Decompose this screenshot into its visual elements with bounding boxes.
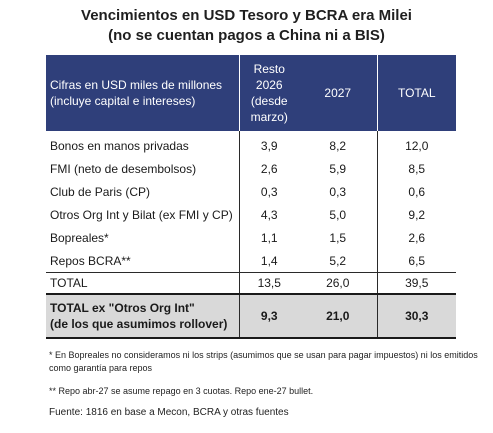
table-row: Bopreales* 1,1 1,5 2,6 (46, 226, 456, 249)
total-label: TOTAL (46, 272, 240, 294)
header-col1-line3: marzo) (250, 110, 288, 124)
row-label: Bonos en manos privadas (46, 131, 240, 157)
header-label-line2: (incluye capital e intereses) (50, 94, 196, 108)
row-value-resto: 0,3 (260, 184, 278, 199)
page-subtitle: (no se cuentan pagos a China ni a BIS) (108, 27, 385, 44)
row-label: Repos BCRA** (46, 249, 240, 273)
header-col1-line1: Resto 2026 (253, 62, 285, 92)
row-value-total: 0,6 (408, 184, 426, 199)
row-value-2027: 5,9 (299, 157, 378, 180)
footnote-repos: ** Repo abr-27 se asume repago en 3 cuot… (49, 386, 314, 396)
row-value-2027: 5,2 (299, 249, 378, 273)
row-value-resto: 1,4 (260, 253, 278, 268)
row-value-resto: 3,9 (260, 138, 278, 153)
table-row: FMI (neto de desembolsos) 2,6 5,9 8,5 (46, 157, 456, 180)
ex-org-label-line2: (de los que asumimos rollover) (50, 317, 228, 331)
ex-org-value-total: 30,3 (377, 293, 456, 339)
row-value-resto: 2,6 (260, 161, 278, 176)
total-value-2027: 26,0 (299, 272, 378, 294)
row-value-2027: 8,2 (299, 131, 378, 157)
total-value-resto: 13,5 (239, 272, 299, 294)
page-title: Vencimientos en USD Tesoro y BCRA era Mi… (81, 7, 412, 24)
header-col1-line2: (desde (250, 94, 288, 108)
row-value-total: 12,0 (405, 138, 429, 153)
header-label-line1: Cifras en USD miles de millones (50, 78, 223, 92)
row-value-resto: 1,1 (260, 230, 278, 245)
header-col-total: TOTAL (377, 55, 456, 131)
row-value-total: 2,6 (408, 230, 426, 245)
header-col-2027: 2027 (299, 55, 378, 131)
source-note: Fuente: 1816 en base a Mecon, BCRA y otr… (49, 407, 289, 418)
table-row: Otros Org Int y Bilat (ex FMI y CP) 4,3 … (46, 203, 456, 226)
row-label: Otros Org Int y Bilat (ex FMI y CP) (46, 203, 240, 226)
header-col-resto-2026: Resto 2026 (desde marzo) (239, 55, 299, 131)
row-label: Bopreales* (46, 226, 240, 249)
table-row: Repos BCRA** 1,4 5,2 6,5 (46, 249, 456, 273)
row-value-2027: 5,0 (299, 203, 378, 226)
ex-org-value-resto: 9,3 (239, 293, 299, 339)
total-value-total: 39,5 (377, 272, 456, 294)
row-value-2027: 1,5 (299, 226, 378, 249)
maturities-table: Cifras en USD miles de millones (incluye… (46, 55, 456, 339)
row-value-total: 8,5 (408, 161, 426, 176)
total-ex-org-row: TOTAL ex "Otros Org Int" (de los que asu… (46, 293, 456, 339)
row-value-total: 6,5 (408, 253, 426, 268)
ex-org-label: TOTAL ex "Otros Org Int" (de los que asu… (46, 293, 240, 339)
row-label: Club de Paris (CP) (46, 180, 240, 203)
table-header-row: Cifras en USD miles de millones (incluye… (46, 55, 456, 131)
total-row: TOTAL 13,5 26,0 39,5 (46, 272, 456, 294)
table-row: Bonos en manos privadas 3,9 8,2 12,0 (46, 131, 456, 157)
table-row: Club de Paris (CP) 0,3 0,3 0,6 (46, 180, 456, 203)
ex-org-value-2027: 21,0 (299, 293, 378, 339)
header-label-cell: Cifras en USD miles de millones (incluye… (46, 55, 240, 131)
footnote-bopreales: * En Bopreales no consideramos ni los st… (49, 350, 478, 373)
row-value-resto: 4,3 (260, 207, 278, 222)
row-value-total: 9,2 (408, 207, 426, 222)
row-label: FMI (neto de desembolsos) (46, 157, 240, 180)
ex-org-label-line1: TOTAL ex "Otros Org Int" (50, 301, 195, 315)
row-value-2027: 0,3 (299, 180, 378, 203)
